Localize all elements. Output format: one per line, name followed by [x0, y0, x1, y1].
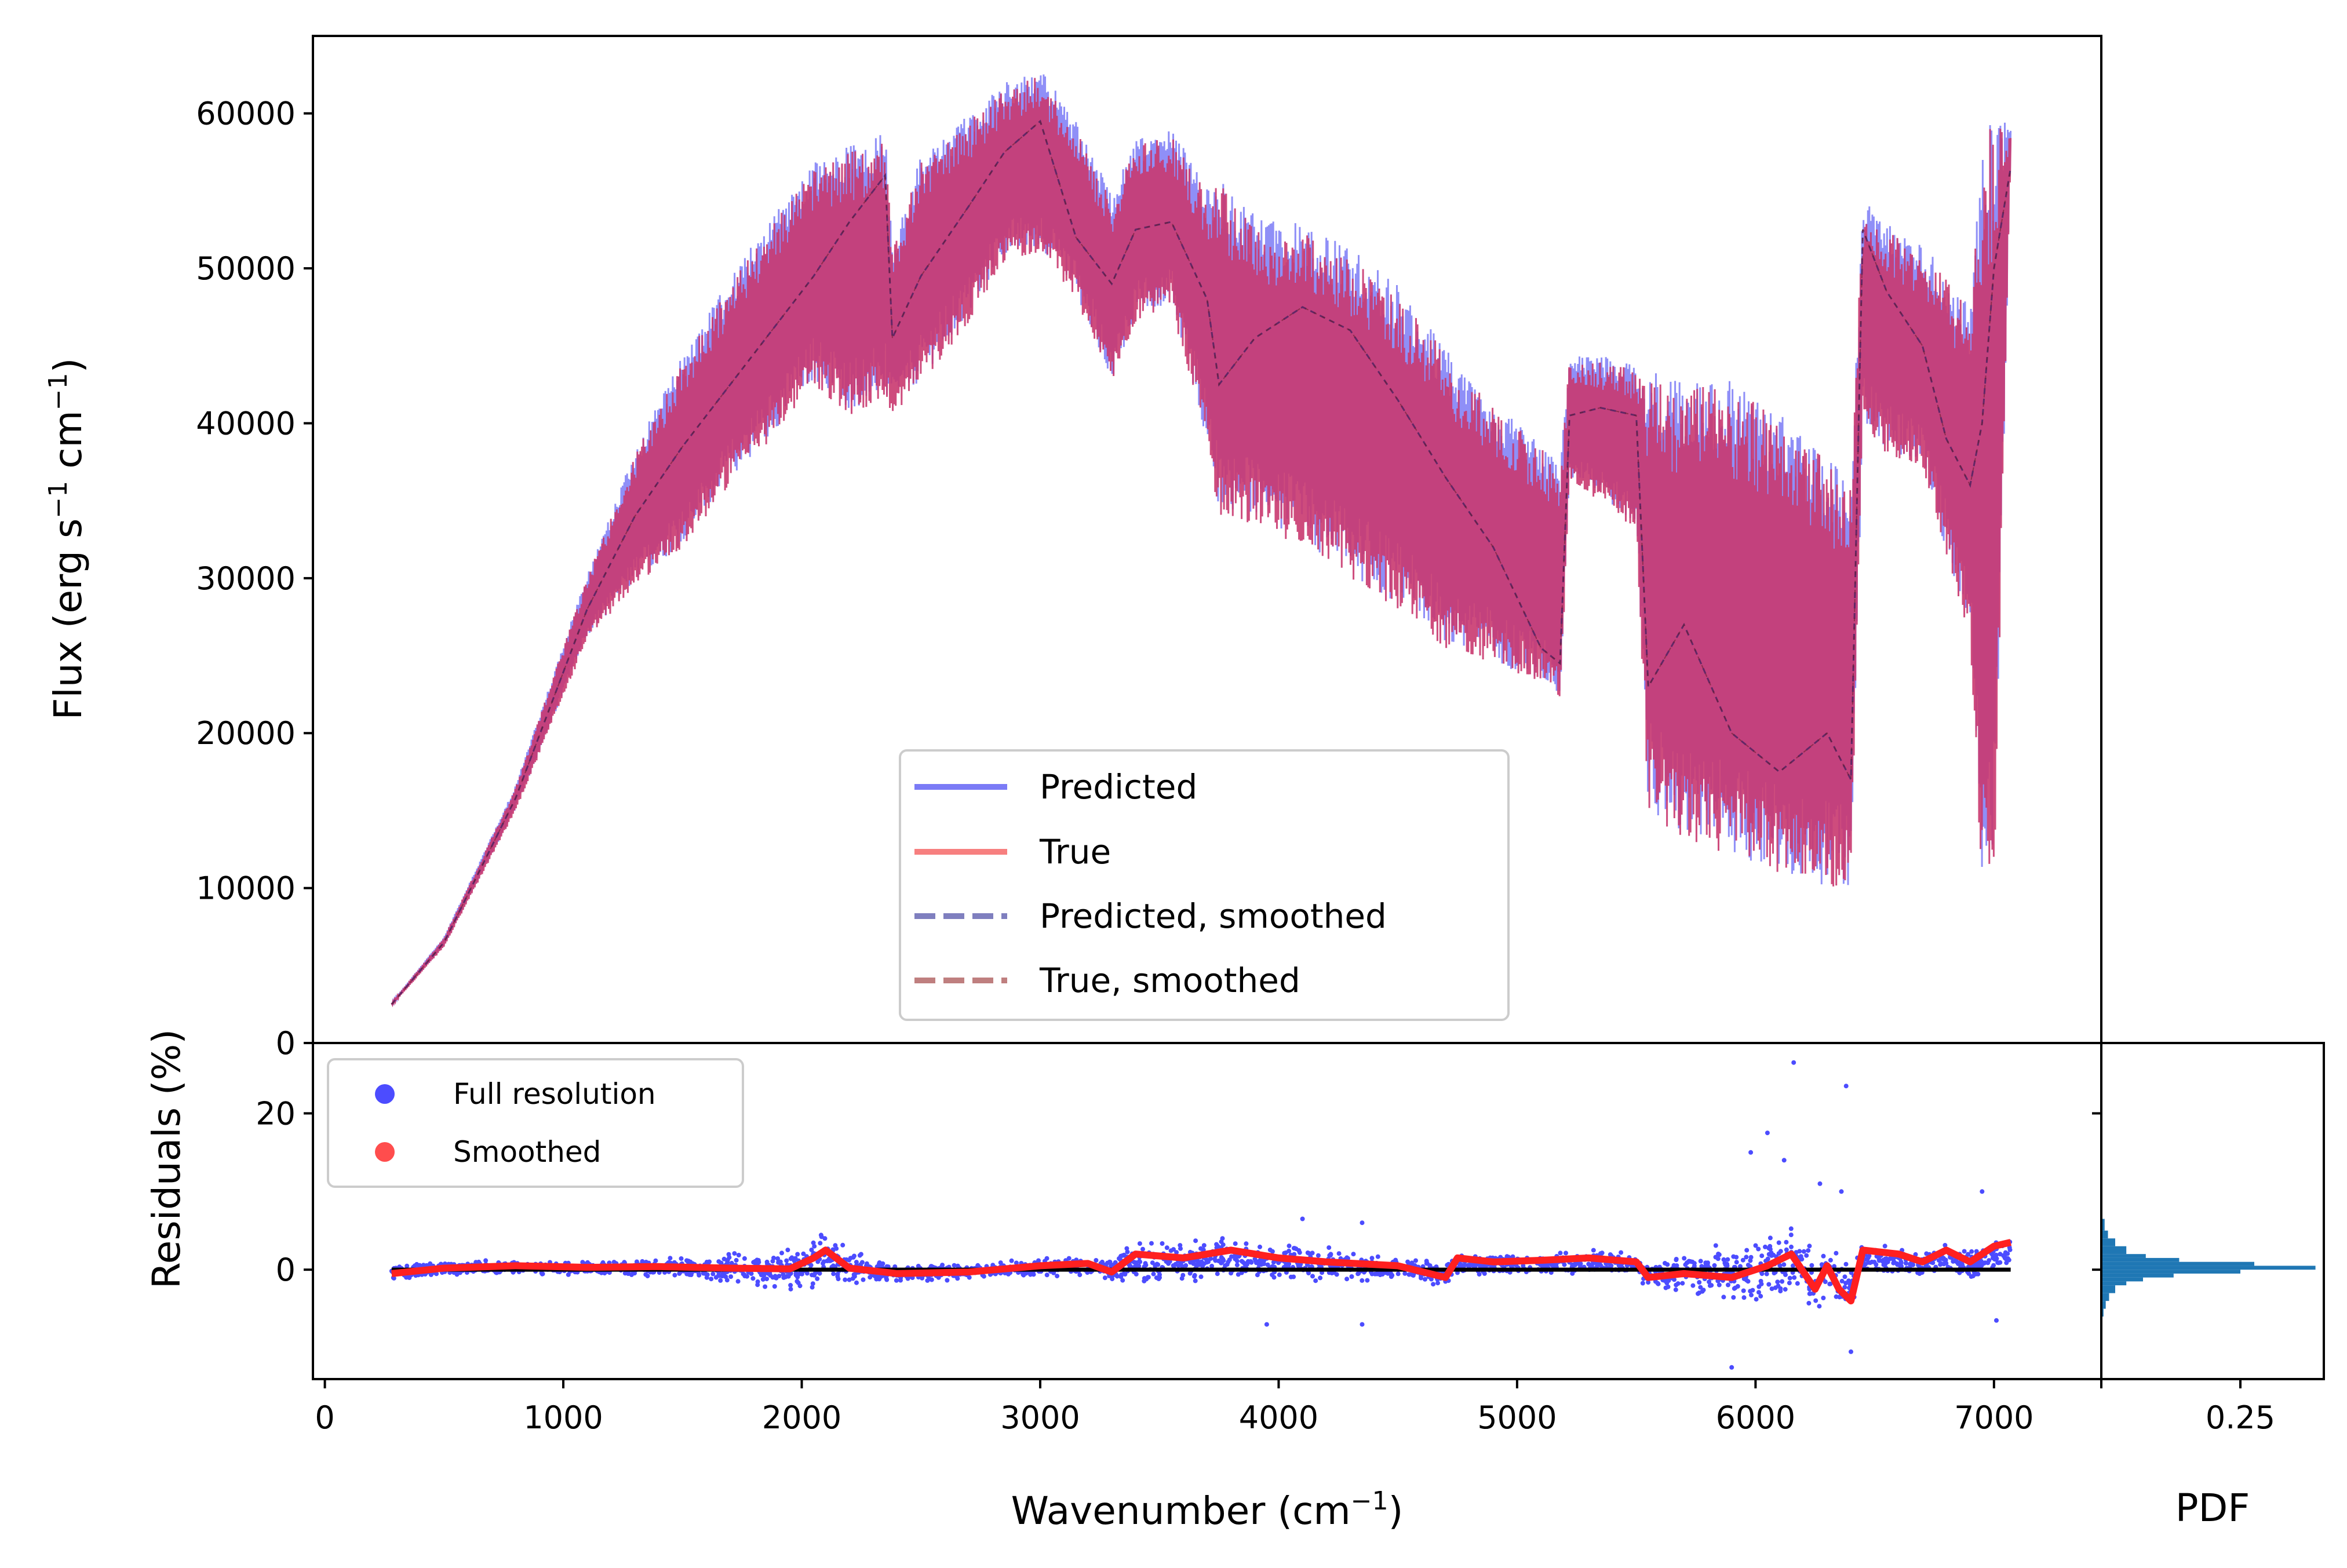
- main-y-tick-label: 40000: [196, 405, 296, 442]
- pdf-x-tick-label: 0.25: [2206, 1399, 2275, 1436]
- x-tick-label: 5000: [1477, 1399, 1557, 1436]
- x-tick-label: 0: [315, 1399, 334, 1436]
- pdf-bin: [2101, 1257, 2180, 1262]
- x-axis-label: Wavenumber (cm−1): [1011, 1486, 1404, 1534]
- pdf-panel: 0.25 PDF: [2092, 1042, 2325, 1530]
- residuals-series: [389, 1060, 2013, 1370]
- pdf-bin: [2101, 1254, 2146, 1258]
- pdf-bin: [2101, 1261, 2254, 1266]
- pdf-axes: 0.25: [2092, 1112, 2275, 1436]
- main-y-tick-label: 50000: [196, 250, 296, 287]
- pdf-bin: [2101, 1277, 2143, 1282]
- legend-label-predicted: Predicted: [1040, 767, 1197, 807]
- residuals-y-axis-label: Residuals (%): [144, 1029, 189, 1289]
- pdf-bin: [2101, 1270, 2240, 1274]
- pdf-bin: [2101, 1246, 2127, 1255]
- residuals-x-axis: 0 1000 2000 3000 4000 5000 6000 7000: [315, 1379, 2034, 1436]
- residuals-smoothed-line: [391, 1239, 2011, 1305]
- x-tick-label: 6000: [1716, 1399, 1795, 1436]
- legend-marker-smoothed: [375, 1142, 395, 1162]
- x-tick-label: 7000: [1954, 1399, 2033, 1436]
- pdf-bin: [2101, 1293, 2109, 1301]
- pdf-bin: [2101, 1281, 2127, 1286]
- legend-label-full-resolution: Full resolution: [453, 1077, 656, 1111]
- pdf-bin: [2101, 1285, 2115, 1293]
- series-true: [391, 78, 2012, 1008]
- main-legend-box: [899, 749, 1510, 1021]
- legend-label-smoothed: Smoothed: [453, 1135, 601, 1169]
- main-y-axis-label: Flux (erg s−1 cm−1): [43, 358, 91, 720]
- series-predicted-smoothed: [391, 119, 2012, 1005]
- residuals-panel: 0 20 0 1000 2000 3000 4000 5000 6000 7000 Residu…: [144, 1029, 2102, 1534]
- main-y-axis: 0 10000 20000 30000 40000 50000 60000: [196, 96, 313, 1062]
- main-y-tick-label: 30000: [196, 560, 296, 597]
- legend-label-true: True: [1039, 832, 1111, 871]
- pdf-bin: [2101, 1301, 2106, 1309]
- x-tick-label: 3000: [1000, 1399, 1080, 1436]
- pdf-axis-label: PDF: [2175, 1486, 2250, 1530]
- main-y-tick-label: 20000: [196, 715, 296, 752]
- pdf-histogram: [2101, 1219, 2316, 1317]
- main-y-tick-label: 60000: [196, 96, 296, 132]
- residuals-legend-box: [327, 1058, 744, 1188]
- legend-label-predicted-smoothed: Predicted, smoothed: [1040, 896, 1387, 936]
- main-panel: 0 10000 20000 30000 40000 50000 60000 Flux (er…: [43, 35, 2102, 1062]
- pdf-plot-frame: [2100, 1042, 2325, 1380]
- residuals-legend: Full resolution Smoothed: [327, 1058, 744, 1188]
- x-tick-label: 2000: [762, 1399, 841, 1436]
- main-y-tick-label: 10000: [196, 870, 296, 907]
- main-legend: Predicted True Predicted, smoothed True,…: [899, 749, 1510, 1021]
- x-tick-label: 1000: [523, 1399, 603, 1436]
- pdf-bin: [2101, 1238, 2115, 1246]
- residuals-y-tick-label: 0: [276, 1252, 296, 1288]
- main-y-tick-label: 0: [276, 1025, 296, 1062]
- pdf-bin: [2101, 1273, 2174, 1278]
- x-tick-label: 4000: [1239, 1399, 1318, 1436]
- residuals-y-tick-label: 20: [256, 1095, 296, 1132]
- pdf-bin: [2101, 1219, 2105, 1231]
- main-series: [391, 74, 2012, 1008]
- pdf-bin: [2101, 1230, 2108, 1239]
- legend-label-true-smoothed: True, smoothed: [1039, 961, 1300, 1000]
- residuals-y-axis: 0 20: [256, 1095, 313, 1288]
- legend-marker-full-resolution: [375, 1084, 395, 1104]
- pdf-bin: [2101, 1266, 2316, 1270]
